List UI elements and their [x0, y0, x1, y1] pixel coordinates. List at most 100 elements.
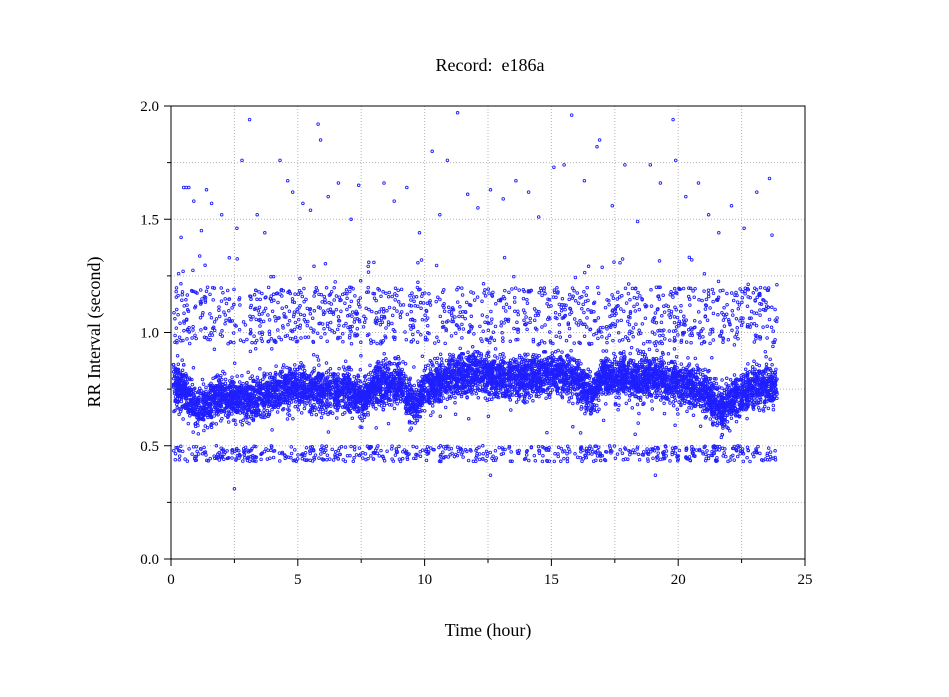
data-point [271, 274, 276, 279]
data-point [710, 287, 715, 292]
data-point [461, 327, 466, 331]
data-point [635, 296, 639, 301]
data-point [248, 376, 252, 381]
data-point [191, 328, 195, 332]
data-point [225, 288, 230, 293]
data-point [754, 395, 758, 399]
data-point [737, 303, 742, 307]
data-point [336, 375, 340, 380]
data-point [694, 448, 699, 452]
data-point [285, 417, 290, 421]
data-point [444, 327, 448, 331]
data-point [220, 382, 225, 386]
data-point [202, 428, 206, 433]
data-point [582, 310, 586, 315]
data-point [352, 447, 357, 452]
data-point [704, 297, 709, 302]
data-point [222, 388, 227, 392]
data-point [596, 291, 601, 295]
data-point [362, 314, 366, 319]
data-point [499, 452, 504, 456]
data-point [567, 293, 572, 297]
data-point [212, 320, 217, 324]
data-point [396, 288, 400, 293]
data-point [482, 291, 486, 295]
data-point [673, 423, 677, 428]
data-point [617, 396, 621, 400]
data-point [393, 453, 398, 457]
data-point [689, 331, 694, 336]
data-point [584, 293, 589, 297]
data-point [728, 458, 732, 462]
data-point [407, 419, 412, 424]
data-point [604, 402, 608, 406]
data-point [702, 271, 707, 276]
data-point [290, 299, 295, 304]
data-point [594, 331, 599, 336]
data-point [374, 406, 378, 411]
data-point [615, 297, 620, 301]
data-point [538, 286, 543, 291]
data-point [214, 444, 219, 448]
data-point [626, 319, 630, 324]
data-point [715, 420, 720, 424]
data-point [721, 288, 725, 293]
data-point [314, 412, 319, 417]
data-point [751, 291, 756, 295]
data-point [727, 319, 731, 324]
data-point [204, 385, 208, 390]
data-point [638, 398, 643, 403]
data-point [654, 395, 658, 400]
data-point [637, 360, 642, 364]
data-point [638, 349, 643, 353]
data-point [657, 259, 662, 263]
data-point [693, 356, 698, 361]
data-point [763, 286, 767, 290]
data-point [359, 340, 363, 345]
data-point [725, 302, 729, 307]
data-point [463, 316, 467, 321]
data-point [672, 315, 677, 319]
data-point [764, 300, 768, 305]
data-point [372, 260, 376, 265]
data-point [627, 398, 632, 402]
data-point [249, 303, 253, 308]
data-point [761, 325, 765, 329]
data-point [484, 458, 488, 463]
data-point [460, 450, 465, 454]
data-point [336, 372, 340, 376]
data-point [208, 292, 212, 297]
data-point [357, 453, 362, 458]
data-point [653, 332, 657, 336]
data-point [180, 290, 185, 294]
data-point [502, 321, 506, 325]
data-point [446, 444, 450, 448]
data-point [298, 304, 302, 308]
data-point [692, 325, 696, 330]
data-point [466, 350, 470, 355]
data-point [255, 375, 260, 380]
data-point [560, 389, 564, 394]
data-point [633, 309, 638, 313]
data-point [423, 313, 427, 317]
data-point [232, 287, 236, 292]
data-point [732, 373, 737, 377]
data-point [716, 313, 720, 317]
data-point [287, 404, 291, 408]
data-point [662, 401, 666, 406]
data-point [658, 333, 662, 338]
data-point [293, 448, 297, 452]
data-point [400, 456, 405, 461]
data-point [768, 450, 773, 454]
data-point [386, 320, 391, 324]
data-point [328, 320, 333, 325]
data-point [303, 450, 308, 455]
data-point [343, 445, 348, 449]
data-point [773, 318, 778, 322]
data-point [179, 282, 183, 286]
data-point [177, 335, 182, 339]
data-point [312, 366, 316, 370]
data-point [280, 306, 284, 310]
data-point [769, 325, 774, 330]
